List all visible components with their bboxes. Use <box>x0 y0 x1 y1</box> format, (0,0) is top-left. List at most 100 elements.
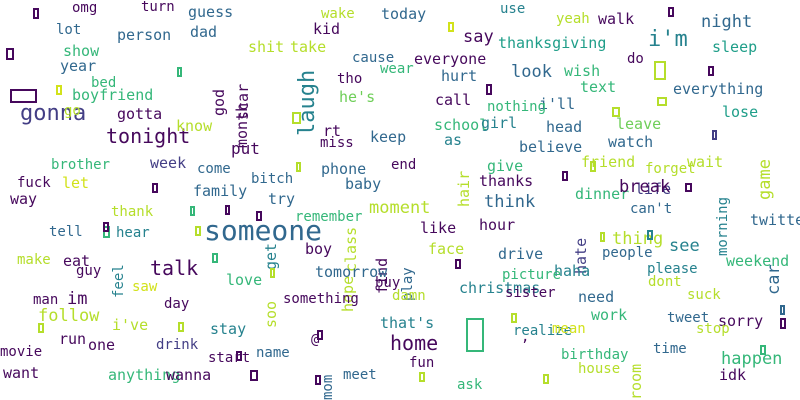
word-give: give <box>487 157 524 175</box>
word-fuck: fuck <box>17 175 51 191</box>
missing-glyph-box <box>668 7 674 17</box>
word-something: something <box>283 291 359 307</box>
word-moment: moment <box>369 198 431 218</box>
word-put: put <box>231 139 260 158</box>
missing-glyph-box <box>543 374 549 384</box>
word-call: call <box>435 91 472 109</box>
word-stop: stop <box>696 321 730 337</box>
word-buy: buy <box>375 275 401 291</box>
word-boyfriend: boyfriend <box>72 86 154 104</box>
word-can-t: can't <box>630 201 673 217</box>
word-wish: wish <box>564 62 601 80</box>
word-bed: bed <box>91 75 117 91</box>
missing-glyph-box <box>225 205 230 215</box>
word-suck: suck <box>687 287 721 303</box>
missing-glyph-box <box>190 206 195 216</box>
word-i-m: i'm <box>648 27 688 52</box>
word-weekend: weekend <box>726 252 790 270</box>
word-like: like <box>420 219 457 237</box>
word-morning: morning <box>715 196 731 256</box>
missing-glyph-box <box>177 67 182 77</box>
word-tomorrow: tomorrow <box>315 263 388 281</box>
missing-glyph-box <box>612 107 620 117</box>
word-make: make <box>17 252 51 268</box>
word-dad: dad <box>190 23 218 41</box>
word-text: text <box>580 78 617 96</box>
word-head: head <box>546 118 583 136</box>
word-wear: wear <box>380 61 414 77</box>
word-everything: everything <box>673 80 764 98</box>
missing-glyph-box <box>317 330 323 340</box>
word-try: try <box>268 190 296 208</box>
word-let: let <box>62 174 90 192</box>
word-know: know <box>176 117 213 135</box>
word-see: see <box>669 236 700 256</box>
missing-glyph-box <box>256 211 262 221</box>
missing-glyph-box <box>103 226 110 238</box>
word-one: one <box>88 336 116 354</box>
word-drink: drink <box>156 337 199 353</box>
word-school: school <box>434 116 489 134</box>
word-picture: picture <box>502 267 562 283</box>
word-i-ve: i've <box>112 316 149 334</box>
word-movie: movie <box>0 344 43 360</box>
word-day: day <box>164 296 190 312</box>
word-yeah: yeah <box>556 11 590 27</box>
word-walk: walk <box>598 10 635 28</box>
word-wake: wake <box>321 6 355 22</box>
word-end: end <box>391 157 417 173</box>
word-he-s: he's <box>339 88 376 106</box>
word-leave: leave <box>616 115 662 133</box>
missing-glyph-box <box>103 222 109 232</box>
missing-glyph-box <box>56 85 62 95</box>
missing-glyph-box <box>195 226 201 236</box>
word-sleep: sleep <box>712 38 758 56</box>
missing-glyph-box <box>486 84 492 95</box>
word-baby: baby <box>345 175 382 193</box>
word-girl: girl <box>481 114 518 132</box>
missing-glyph-box <box>38 323 44 333</box>
missing-glyph-box <box>760 345 766 355</box>
word-sorry: sorry <box>718 312 764 330</box>
word-mom: mom <box>320 374 336 400</box>
word-start: start <box>208 350 251 366</box>
word-haha: haha <box>554 262 591 280</box>
word-come: come <box>197 161 231 177</box>
word-tho: tho <box>337 71 363 87</box>
word-life: life <box>635 180 672 198</box>
word-take: take <box>290 38 327 56</box>
missing-glyph-box <box>296 162 301 172</box>
word-people: people <box>602 245 653 261</box>
word-shit: shit <box>248 38 285 56</box>
missing-glyph-box <box>511 313 517 323</box>
word-birthday: birthday <box>561 347 629 363</box>
word-stay: stay <box>210 320 247 338</box>
word-i-ll: i'll <box>539 95 576 113</box>
word-wait: wait <box>687 153 724 171</box>
missing-glyph-box <box>562 171 568 181</box>
word-run: run <box>59 330 87 348</box>
word-symbol: , <box>521 329 530 345</box>
word-everyone: everyone <box>414 50 487 68</box>
word-thing: thing <box>612 229 664 249</box>
missing-glyph-box <box>780 305 785 315</box>
word-brother: brother <box>51 157 111 173</box>
word-lose: lose <box>722 103 759 121</box>
word-symbol: @ <box>311 332 320 348</box>
word-thank: thank <box>111 204 154 220</box>
word-nothing: nothing <box>487 99 547 115</box>
word-time: time <box>653 341 687 357</box>
word-want: want <box>3 364 40 382</box>
missing-glyph-box <box>780 318 786 329</box>
word-eat: eat <box>63 252 91 270</box>
missing-glyph-box <box>236 351 242 361</box>
word-im: im <box>67 289 88 309</box>
word-that-s: that's <box>380 314 435 332</box>
word-turn: turn <box>141 0 175 15</box>
word-man: man <box>33 292 59 308</box>
missing-glyph-box <box>590 161 596 172</box>
missing-glyph-box <box>466 318 484 352</box>
word-bitch: bitch <box>251 171 294 187</box>
word-work: work <box>591 306 628 324</box>
missing-glyph-box <box>292 112 301 124</box>
